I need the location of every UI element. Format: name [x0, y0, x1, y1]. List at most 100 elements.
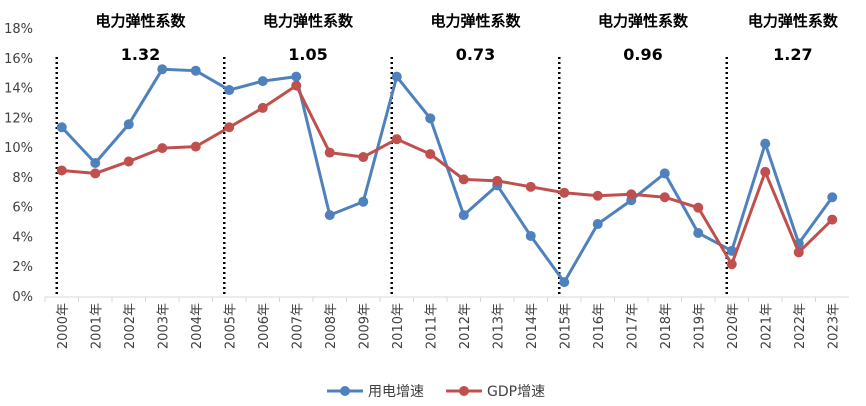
data-point: [525, 230, 536, 241]
data-point: [56, 165, 67, 176]
y-tick-label: 8%: [12, 171, 33, 186]
series-line-0: [60, 67, 834, 284]
data-point: [559, 187, 570, 198]
x-tick-label: 2012年: [458, 303, 473, 349]
data-point: [827, 214, 838, 225]
data-point: [492, 175, 503, 186]
data-point: [324, 210, 335, 221]
x-tick-label: 2020年: [726, 303, 741, 349]
elasticity-value: 1.27: [773, 45, 812, 64]
y-tick-label: 0%: [12, 290, 33, 305]
elasticity-title: 电力弹性系数: [748, 12, 839, 30]
data-point: [559, 277, 570, 288]
y-tick-label: 14%: [4, 82, 33, 97]
data-point: [726, 259, 737, 270]
data-point: [190, 65, 201, 76]
x-tick-label: 2011年: [424, 303, 439, 349]
legend-swatch-marker: [459, 386, 469, 396]
series-lines: [56, 64, 838, 288]
data-point: [827, 192, 838, 203]
y-tick-label: 10%: [4, 141, 33, 156]
x-tick-label: 2015年: [558, 303, 573, 349]
data-point: [458, 174, 469, 185]
x-tick-label: 2014年: [525, 303, 540, 349]
data-point: [425, 149, 436, 160]
y-tick-label: 4%: [12, 230, 33, 245]
elasticity-title: 电力弹性系数: [95, 12, 186, 30]
x-tick-label: 2017年: [625, 303, 640, 349]
data-point: [693, 227, 704, 238]
data-point: [391, 134, 402, 145]
legend-swatch-marker: [340, 386, 350, 396]
data-point: [157, 143, 168, 154]
y-tick-label: 12%: [4, 111, 33, 126]
data-point: [90, 168, 101, 179]
x-tick-label: 2019年: [692, 303, 707, 349]
data-point: [659, 168, 670, 179]
x-tick-label: 2005年: [223, 303, 238, 349]
data-point: [257, 76, 268, 87]
elasticity-value: 0.73: [456, 45, 495, 64]
elasticity-title: 电力弹性系数: [263, 12, 354, 30]
data-point: [693, 202, 704, 213]
x-tick-label: 2009年: [357, 303, 372, 349]
data-point: [56, 122, 67, 133]
x-tick-label: 2021年: [759, 303, 774, 349]
x-tick-label: 2003年: [156, 303, 171, 349]
x-tick-label: 2023年: [826, 303, 841, 349]
elasticity-title: 电力弹性系数: [598, 12, 689, 30]
x-tick-label: 2000年: [56, 303, 71, 349]
y-axis: 0% 2% 4% 6% 8% 10% 12% 14% 16% 18%: [4, 22, 33, 305]
data-point: [425, 113, 436, 124]
data-point: [592, 219, 603, 230]
x-tick-label: 2018年: [659, 303, 674, 349]
x-tick-label: 2010年: [391, 303, 406, 349]
y-tick-label: 16%: [4, 52, 33, 67]
elasticity-value: 1.32: [121, 45, 160, 64]
data-point: [190, 141, 201, 152]
data-point: [291, 80, 302, 91]
data-point: [358, 196, 369, 207]
x-tick-label: 2013年: [491, 303, 506, 349]
elasticity-value: 1.05: [288, 45, 327, 64]
data-point: [458, 210, 469, 221]
elasticity-title: 电力弹性系数: [430, 12, 521, 30]
data-point: [358, 152, 369, 163]
x-axis: 2000年 2001年 2002年 2003年 2004年 2005年 2006年 2007年…: [44, 296, 849, 349]
data-point: [626, 189, 637, 200]
elasticity-value: 0.96: [623, 45, 662, 64]
data-point: [659, 192, 670, 203]
data-point: [257, 102, 268, 113]
x-tick-label: 2001年: [89, 303, 104, 349]
data-point: [793, 247, 804, 258]
x-tick-label: 2004年: [190, 303, 205, 349]
legend-label: GDP增速: [487, 384, 545, 400]
y-tick-label: 6%: [12, 201, 33, 216]
data-point: [224, 85, 235, 96]
data-point: [324, 147, 335, 158]
data-point: [157, 64, 168, 75]
x-tick-label: 2007年: [290, 303, 305, 349]
x-tick-label: 2022年: [793, 303, 808, 349]
data-point: [224, 122, 235, 133]
series-line-1: [61, 84, 834, 266]
y-tick-label: 18%: [4, 22, 33, 37]
x-tick-label: 2016年: [592, 303, 607, 349]
data-point: [760, 166, 771, 177]
x-tick-label: 2008年: [324, 303, 339, 349]
legend: 用电增速 GDP增速: [327, 384, 545, 400]
data-point: [291, 71, 302, 82]
data-point: [123, 156, 134, 167]
data-point: [525, 181, 536, 192]
y-tick-label: 2%: [12, 260, 33, 275]
x-tick-label: 2002年: [123, 303, 138, 349]
data-point: [592, 190, 603, 201]
data-point: [760, 138, 771, 149]
data-point: [123, 119, 134, 130]
x-tick-label: 2006年: [257, 303, 272, 349]
elasticity-annotations: 电力弹性系数 1.32 电力弹性系数 1.05 电力弹性系数 0.73 电力弹性系数 0.96…: [95, 12, 838, 64]
legend-label: 用电增速: [368, 384, 424, 400]
data-point: [90, 158, 101, 168]
data-point: [391, 71, 402, 82]
